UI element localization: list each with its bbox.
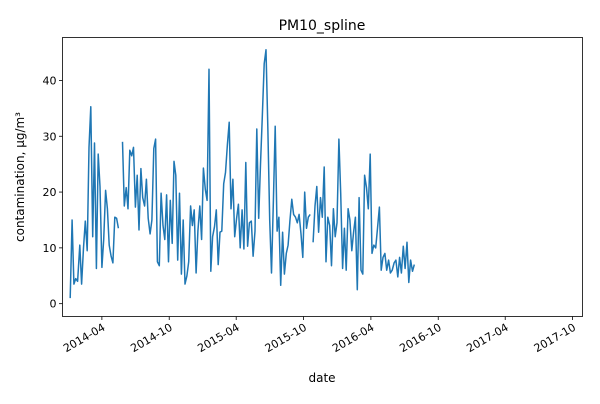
- y-axis-ticks: 0 10 20 30 40: [43, 74, 63, 311]
- y-tick-label: 0: [50, 298, 57, 311]
- y-tick-label: 40: [43, 74, 57, 87]
- x-axis-label: date: [308, 371, 335, 385]
- y-axis-label: contamination, μg/m³: [13, 112, 27, 242]
- axes-frame: [62, 37, 583, 317]
- series-line-segment-2: [121, 49, 311, 287]
- y-tick-label: 10: [43, 242, 57, 255]
- chart-title: PM10_spline: [279, 18, 366, 34]
- y-tick-label: 20: [43, 186, 57, 199]
- y-tick-label: 30: [43, 130, 57, 143]
- series-line-segment-1: [69, 105, 120, 299]
- plot-area: [69, 49, 416, 299]
- series-line-segment-3: [312, 138, 416, 291]
